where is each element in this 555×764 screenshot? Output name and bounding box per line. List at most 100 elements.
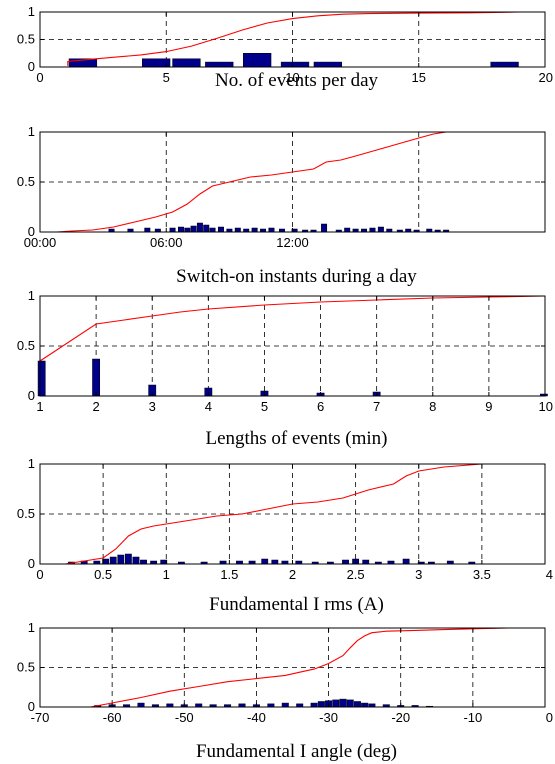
x-tick-label: 2 bbox=[289, 567, 296, 582]
y-tick-label: 1 bbox=[28, 288, 35, 303]
y-tick-label: 0.5 bbox=[17, 174, 35, 189]
x-axis-label: Lengths of events (min) bbox=[205, 428, 387, 449]
x-tick-label: 1.5 bbox=[220, 567, 238, 582]
x-axis-label: No. of events per day bbox=[215, 70, 379, 91]
histogram-bar bbox=[342, 559, 349, 565]
x-tick-label: 0.5 bbox=[94, 567, 112, 582]
histogram-bar bbox=[169, 227, 176, 233]
histogram-bar bbox=[271, 559, 279, 565]
histogram-bar bbox=[268, 227, 275, 233]
histogram-bar bbox=[203, 224, 210, 233]
x-axis-label: Switch-on instants during a day bbox=[176, 266, 417, 287]
x-tick-label: 3 bbox=[149, 399, 156, 414]
histogram-bar bbox=[361, 702, 369, 708]
histogram-bar bbox=[92, 358, 101, 397]
x-tick-label: 0 bbox=[546, 710, 553, 725]
x-tick-label: -70 bbox=[31, 710, 50, 725]
x-tick-label: 9 bbox=[485, 399, 492, 414]
x-tick-label: 1 bbox=[36, 399, 43, 414]
histogram-bar bbox=[205, 61, 234, 68]
subplot-3: 0 0.5 1 1 2 3 4 5 6 7 8 9 10 Lengths of events (min) bbox=[17, 288, 553, 449]
histogram-bar bbox=[251, 227, 258, 233]
histogram-bar bbox=[184, 227, 191, 233]
histogram-bar bbox=[344, 227, 351, 233]
x-tick-label: 00:00 bbox=[24, 235, 57, 250]
y-tick-label: 1 bbox=[28, 620, 35, 635]
y-tick-label: 0.5 bbox=[17, 338, 35, 353]
x-tick-label: 1 bbox=[163, 567, 170, 582]
cumulative-curve bbox=[39, 295, 546, 362]
histogram-bar bbox=[140, 559, 147, 565]
histogram-bar bbox=[313, 61, 342, 68]
histogram-bar bbox=[37, 360, 46, 397]
x-tick-label: 10 bbox=[285, 70, 299, 85]
histogram-bar bbox=[177, 226, 184, 233]
histogram-bar bbox=[196, 222, 203, 233]
x-tick-label: -40 bbox=[247, 710, 266, 725]
histogram-bar bbox=[144, 227, 151, 233]
histogram-bar bbox=[234, 227, 241, 233]
x-tick-label: 4 bbox=[205, 399, 212, 414]
histogram-bar bbox=[217, 226, 224, 233]
x-tick-label: -20 bbox=[391, 710, 410, 725]
histogram-bar bbox=[281, 702, 289, 708]
histogram-bar bbox=[317, 701, 325, 708]
x-tick-label: 3.5 bbox=[473, 567, 491, 582]
y-tick-label: 0 bbox=[28, 699, 35, 714]
histogram-bar bbox=[124, 553, 132, 565]
histogram-bar bbox=[490, 61, 519, 68]
y-tick-label: 1 bbox=[28, 4, 35, 19]
histogram-bar bbox=[243, 53, 272, 68]
cumulative-curve bbox=[90, 627, 545, 708]
histogram-bar bbox=[190, 225, 197, 233]
y-tick-label: 0 bbox=[28, 388, 35, 403]
subplot-4: 0 0.5 1 0 0.5 1 1.5 2 2.5 3 3.5 4 Fundamental I rms … bbox=[17, 456, 553, 615]
x-tick-label: 0 bbox=[36, 567, 43, 582]
histogram-bar bbox=[209, 227, 216, 233]
y-tick-label: 1 bbox=[28, 456, 35, 471]
x-axis-label: Fundamental I angle (deg) bbox=[196, 741, 397, 762]
cumulative-curve bbox=[56, 131, 447, 233]
histogram-bar bbox=[310, 702, 318, 708]
x-tick-label: 4 bbox=[546, 567, 553, 582]
histogram-bar bbox=[332, 699, 340, 708]
x-tick-label: 0 bbox=[36, 70, 43, 85]
histogram-bar bbox=[321, 223, 328, 233]
x-tick-label: -60 bbox=[103, 710, 122, 725]
x-axis-label: Fundamental I rms (A) bbox=[209, 594, 384, 615]
histogram-bar bbox=[402, 558, 410, 565]
histogram-bar bbox=[172, 58, 201, 68]
y-tick-label: 1 bbox=[28, 124, 35, 139]
histogram-bar bbox=[132, 556, 140, 565]
cumulative-curve bbox=[67, 11, 545, 66]
y-tick-label: 0.5 bbox=[17, 32, 35, 47]
x-tick-label: 06:00 bbox=[150, 235, 183, 250]
histogram-bar bbox=[377, 226, 384, 233]
histogram-bar bbox=[362, 559, 370, 565]
histogram-bar bbox=[339, 698, 347, 708]
x-tick-label: 6 bbox=[317, 399, 324, 414]
x-tick-label: 12:00 bbox=[276, 235, 309, 250]
y-tick-label: 0 bbox=[28, 59, 35, 74]
histogram-bar bbox=[109, 556, 117, 565]
x-tick-label: 10 bbox=[539, 399, 553, 414]
x-tick-label: 20 bbox=[539, 70, 553, 85]
y-tick-label: 0.5 bbox=[17, 506, 35, 521]
subplot-5: 0 0.5 1 -70 -60 -50 -40 -30 -20 -10 0 Fundamental I… bbox=[17, 620, 553, 762]
histogram-bar bbox=[369, 227, 376, 233]
y-tick-label: 0 bbox=[28, 556, 35, 571]
y-tick-label: 0 bbox=[28, 224, 35, 239]
x-tick-label: 7 bbox=[373, 399, 380, 414]
x-tick-label: 2 bbox=[92, 399, 99, 414]
x-tick-label: 5 bbox=[261, 399, 268, 414]
histogram-bar bbox=[353, 701, 361, 708]
x-tick-label: -10 bbox=[463, 710, 482, 725]
x-tick-label: 2.5 bbox=[347, 567, 365, 582]
cumulative-curve bbox=[65, 463, 545, 565]
subplot-2: 0 0.5 1 00:00 06:00 12:00 Switch-on instants d… bbox=[17, 124, 546, 287]
histogram-bar bbox=[117, 554, 125, 565]
x-tick-label: 3 bbox=[415, 567, 422, 582]
x-tick-label: 8 bbox=[429, 399, 436, 414]
